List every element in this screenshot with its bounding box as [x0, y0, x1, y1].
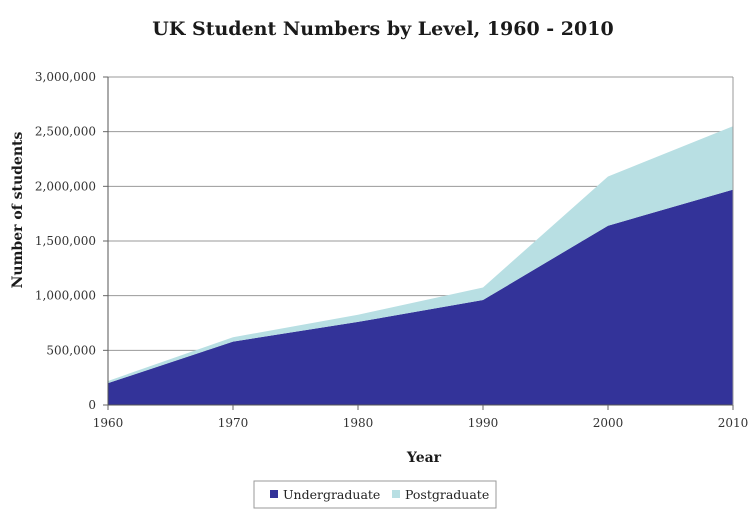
plot-areas	[108, 126, 733, 405]
y-tick-label: 1,000,000	[35, 289, 96, 303]
y-tick-label: 0	[88, 398, 96, 412]
y-tick-label: 3,000,000	[35, 70, 96, 84]
area-postgraduate	[108, 126, 733, 384]
chart-title: UK Student Numbers by Level, 1960 - 2010	[152, 18, 613, 40]
x-tick-label: 2010	[718, 416, 749, 430]
legend-label-undergraduate: Undergraduate	[283, 487, 380, 502]
x-tick-labels: 1960 1970 1980 1990 2000 2010	[93, 405, 749, 430]
y-tick-label: 1,500,000	[35, 234, 96, 248]
x-tick-label: 1970	[218, 416, 249, 430]
y-axis-label: Number of students	[10, 132, 26, 289]
y-tick-label: 2,000,000	[35, 179, 96, 193]
y-tick-label: 2,500,000	[35, 125, 96, 139]
y-tick-label: 500,000	[46, 343, 96, 357]
x-tick-label: 1960	[93, 416, 124, 430]
x-axis-label: Year	[406, 450, 442, 466]
legend-box	[253, 480, 497, 509]
x-tick-label: 2000	[593, 416, 624, 430]
legend: Undergraduate Postgraduate	[253, 480, 497, 509]
legend-swatch-undergraduate	[270, 490, 278, 498]
legend-swatch-postgraduate	[392, 490, 400, 498]
y-tick-labels: 0 500,000 1,000,000 1,500,000 2,000,000 2,500…	[35, 70, 108, 412]
legend-label-postgraduate: Postgraduate	[405, 487, 489, 502]
x-tick-label: 1980	[343, 416, 374, 430]
area-undergraduate	[108, 189, 733, 405]
x-tick-label: 1990	[468, 416, 499, 430]
